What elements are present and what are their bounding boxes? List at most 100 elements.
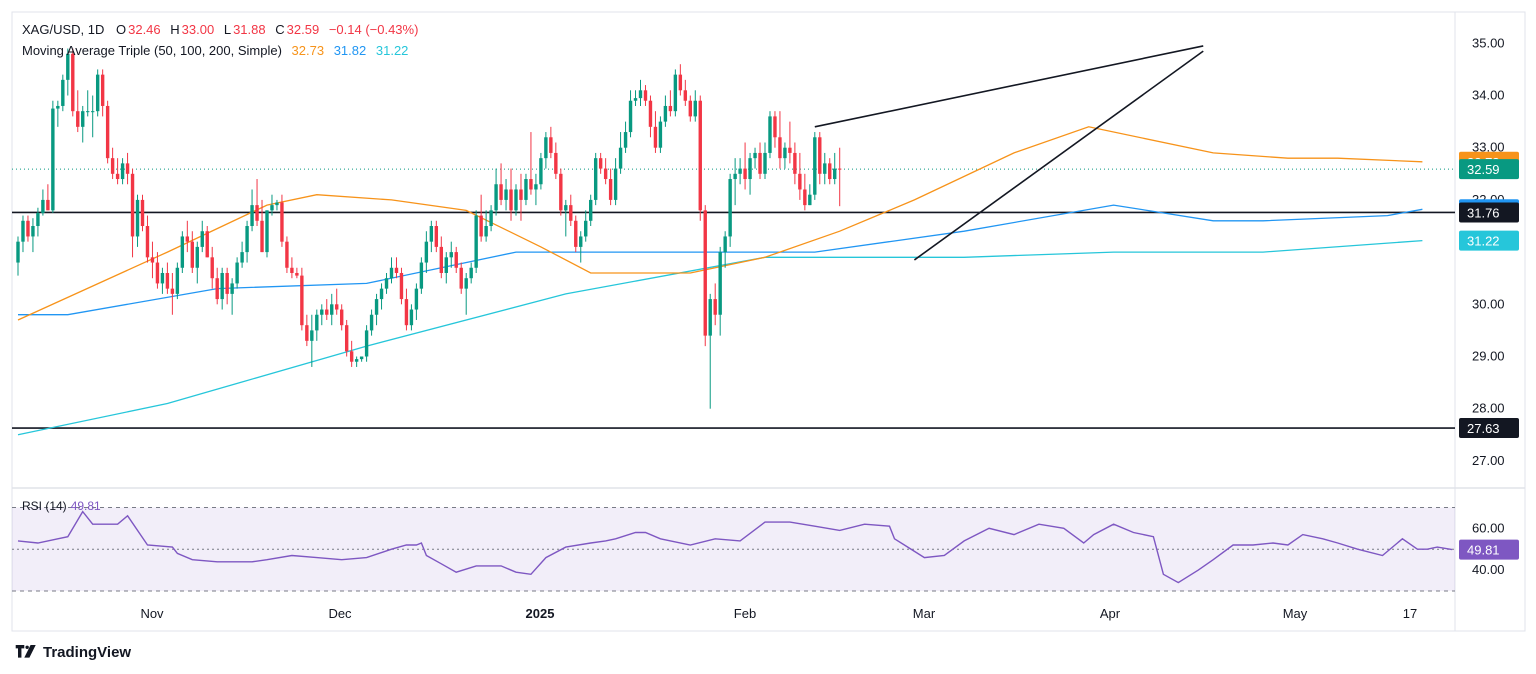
rsi-tick-label: 40.00 bbox=[1472, 562, 1505, 577]
low-label: L bbox=[223, 22, 232, 37]
price-tick-label: 27.00 bbox=[1472, 453, 1505, 468]
candle-body bbox=[494, 184, 498, 211]
candle-body bbox=[81, 111, 85, 127]
candle-body bbox=[713, 299, 717, 315]
candle-body bbox=[185, 236, 190, 242]
candle-body bbox=[389, 267, 394, 279]
candle-body bbox=[270, 205, 274, 211]
candle-body bbox=[793, 152, 797, 174]
candle-body bbox=[763, 152, 767, 174]
candle-body bbox=[275, 202, 279, 206]
tradingview-logo[interactable]: TradingView bbox=[14, 644, 131, 661]
close-value: 32.59 bbox=[286, 22, 320, 37]
candle-body bbox=[250, 205, 254, 227]
candle-body bbox=[464, 278, 468, 289]
candle-body bbox=[823, 163, 827, 174]
candle-body bbox=[743, 168, 747, 180]
candle-body bbox=[798, 173, 802, 190]
price-tick-label: 28.00 bbox=[1472, 401, 1505, 416]
candle-body bbox=[51, 108, 55, 211]
brand-name: TradingView bbox=[43, 644, 132, 661]
candle-body bbox=[703, 210, 707, 336]
candle-body bbox=[783, 147, 787, 159]
candle-body bbox=[195, 246, 199, 268]
candle-body bbox=[175, 267, 180, 294]
rsi-name: RSI (14) bbox=[22, 499, 67, 513]
candle-body bbox=[469, 267, 473, 279]
candle-body bbox=[315, 314, 319, 331]
rsi-legend[interactable]: RSI (14) 49.81 bbox=[22, 499, 101, 513]
candle-body bbox=[723, 236, 727, 253]
candle-body bbox=[459, 267, 463, 289]
candle-body bbox=[200, 231, 204, 247]
candle-body bbox=[728, 179, 732, 237]
candle-body bbox=[36, 212, 40, 227]
candle-body bbox=[768, 116, 772, 153]
candle-body bbox=[140, 199, 145, 227]
candle-body bbox=[618, 147, 623, 169]
price-tick-label: 34.00 bbox=[1472, 88, 1505, 103]
candle-body bbox=[359, 356, 364, 360]
candle-body bbox=[584, 220, 588, 237]
ma-label[interactable]: Moving Average Triple (50, 100, 200, Sim… bbox=[22, 43, 282, 58]
candle-body bbox=[589, 199, 593, 221]
ma200-value: 31.22 bbox=[375, 43, 409, 58]
rsi-value-tag bbox=[1459, 539, 1519, 560]
candle-body bbox=[95, 74, 100, 112]
candle-body bbox=[454, 252, 458, 268]
candle-body bbox=[673, 74, 678, 112]
tradingview-icon bbox=[15, 644, 36, 658]
candle-body bbox=[135, 199, 140, 237]
open-label: O bbox=[115, 22, 127, 37]
open-value: 32.46 bbox=[128, 22, 161, 37]
candle-body bbox=[110, 158, 115, 174]
candle-body bbox=[115, 173, 120, 180]
candle-body bbox=[524, 179, 528, 200]
candle-body bbox=[325, 309, 329, 315]
candle-body bbox=[354, 359, 359, 362]
candle-body bbox=[394, 267, 399, 273]
candle-body bbox=[414, 288, 419, 310]
candle-body bbox=[330, 304, 334, 315]
symbol-label[interactable]: XAG/USD, 1D bbox=[22, 22, 105, 37]
ma-legend: Moving Average Triple (50, 100, 200, Sim… bbox=[22, 43, 408, 58]
time-tick-label: Feb bbox=[734, 606, 756, 621]
candle-body bbox=[21, 220, 25, 242]
candle-body bbox=[165, 272, 170, 289]
rsi-value-tag-label: 49.81 bbox=[1467, 543, 1500, 558]
candle-body bbox=[683, 90, 688, 101]
candle-body bbox=[340, 309, 344, 326]
candle-body bbox=[265, 210, 269, 253]
candle-body bbox=[808, 194, 812, 206]
candle-body bbox=[813, 137, 817, 195]
candle-body bbox=[379, 288, 384, 300]
ma100-value: 31.82 bbox=[333, 43, 367, 58]
candle-body bbox=[41, 199, 45, 213]
price-tick-label: 33.00 bbox=[1472, 140, 1505, 155]
candle-body bbox=[91, 111, 95, 113]
high-value: 33.00 bbox=[181, 22, 215, 37]
candle-body bbox=[56, 105, 60, 109]
rsi-tick-label: 60.00 bbox=[1472, 520, 1505, 535]
candle-body bbox=[608, 179, 613, 200]
candle-body bbox=[648, 100, 653, 127]
candle-body bbox=[76, 111, 80, 127]
candle-body bbox=[529, 179, 533, 190]
candle-body bbox=[514, 189, 518, 211]
candle-body bbox=[539, 158, 543, 185]
candle-body bbox=[215, 278, 219, 300]
candle-body bbox=[638, 90, 643, 99]
candle-body bbox=[479, 215, 483, 237]
candle-body bbox=[833, 168, 837, 180]
candle-body bbox=[603, 168, 608, 180]
candle-body bbox=[818, 137, 822, 174]
candle-body bbox=[628, 100, 633, 133]
candle-body bbox=[349, 351, 354, 362]
candle-body bbox=[100, 74, 105, 106]
candle-body bbox=[404, 299, 409, 326]
price-tick-label: 35.00 bbox=[1472, 35, 1505, 50]
candle-body bbox=[300, 275, 304, 326]
time-tick-label: 2025 bbox=[526, 606, 555, 621]
candle-body bbox=[643, 90, 648, 101]
